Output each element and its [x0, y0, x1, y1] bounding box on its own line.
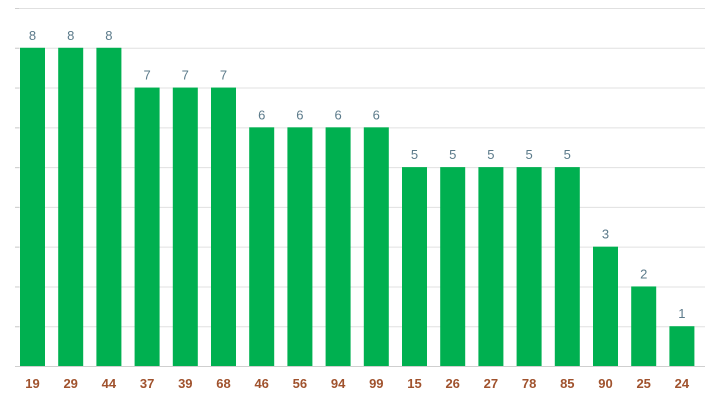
bar[interactable] [478, 167, 504, 366]
bar[interactable] [554, 167, 580, 366]
bar-value-label: 6 [334, 107, 341, 122]
bar-value-label: 2 [640, 266, 647, 281]
bar[interactable] [363, 127, 389, 366]
x-tick-label: 90 [598, 376, 612, 391]
x-tick-label: 29 [63, 376, 77, 391]
bar-value-label: 7 [143, 68, 150, 83]
bar-value-label: 3 [602, 227, 609, 242]
x-tick-label: 78 [522, 376, 536, 391]
x-tick-label: 37 [140, 376, 154, 391]
bar-value-label: 5 [487, 147, 494, 162]
x-tick-label: 85 [560, 376, 574, 391]
bar[interactable] [669, 326, 695, 366]
bar[interactable] [211, 87, 236, 367]
x-tick-label: 27 [484, 376, 498, 391]
bar-value-label: 5 [411, 147, 418, 162]
x-tick-label: 68 [216, 376, 230, 391]
x-tick-label: 19 [25, 376, 39, 391]
bar[interactable] [287, 127, 313, 366]
bar-value-label: 5 [449, 147, 456, 162]
bar-value-label: 5 [564, 147, 571, 162]
bar[interactable] [593, 246, 618, 366]
x-tick-label: 44 [102, 376, 117, 391]
x-tick-label: 39 [178, 376, 192, 391]
bar[interactable] [631, 286, 657, 366]
x-tick-label: 25 [636, 376, 650, 391]
x-tick-label: 46 [254, 376, 268, 391]
x-tick-label: 99 [369, 376, 383, 391]
bar[interactable] [325, 127, 351, 366]
x-tick-label: 56 [293, 376, 307, 391]
x-tick-label: 24 [675, 376, 690, 391]
bar[interactable] [172, 87, 198, 367]
bar-value-label: 5 [525, 147, 532, 162]
bar[interactable] [20, 47, 45, 367]
bar-value-label: 1 [678, 306, 685, 321]
bar-value-label: 7 [220, 68, 227, 83]
bar-value-label: 8 [105, 28, 112, 43]
bar[interactable] [516, 167, 542, 366]
bar-value-label: 8 [29, 28, 36, 43]
bar[interactable] [96, 47, 122, 367]
bar-value-label: 6 [258, 107, 265, 122]
bar-value-label: 6 [373, 107, 380, 122]
bar-value-label: 8 [67, 28, 74, 43]
bar[interactable] [134, 87, 160, 367]
x-tick-label: 15 [407, 376, 421, 391]
bar[interactable] [402, 167, 427, 366]
x-tick-label: 26 [445, 376, 459, 391]
bar[interactable] [440, 167, 466, 366]
bar-value-label: 6 [296, 107, 303, 122]
x-tick-label: 94 [331, 376, 346, 391]
bar[interactable] [58, 47, 84, 367]
bar-value-label: 7 [182, 68, 189, 83]
bar[interactable] [249, 127, 275, 366]
